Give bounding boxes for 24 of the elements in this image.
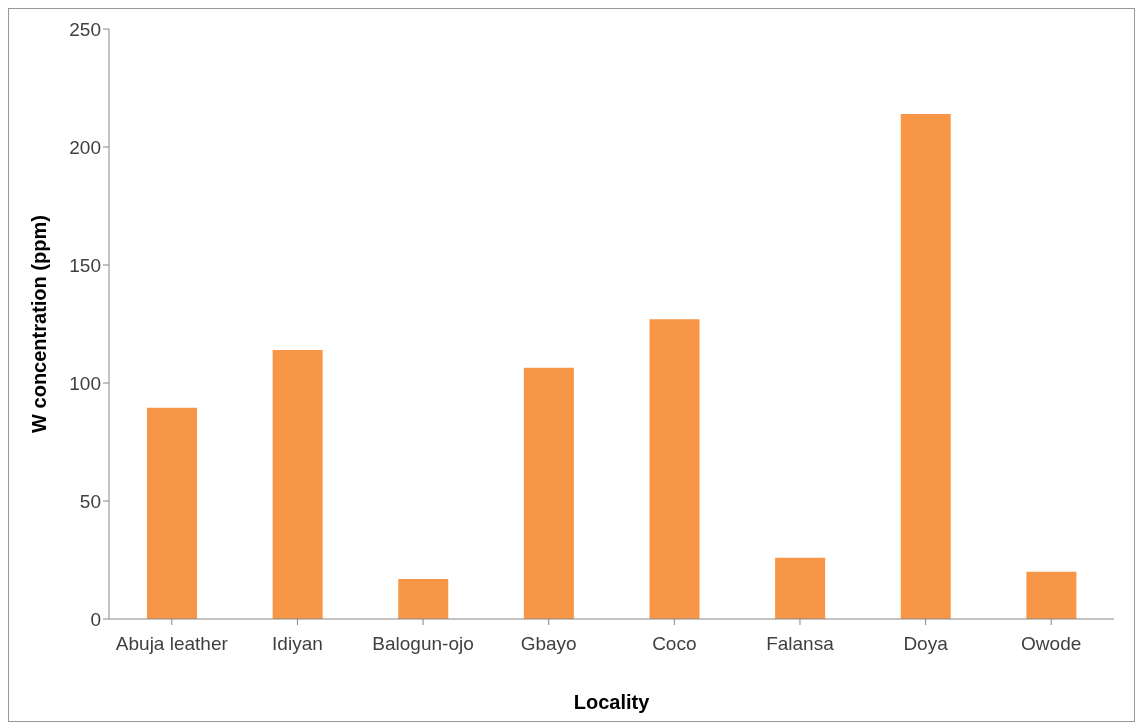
bar — [272, 349, 323, 619]
y-tick-label: 0 — [90, 608, 101, 630]
x-axis-title: Locality — [573, 691, 651, 713]
x-tick-label: Abuja leather — [115, 633, 229, 655]
bar — [1026, 571, 1077, 619]
y-axis-title: W concentration (ppm) — [28, 215, 51, 433]
bar — [523, 367, 574, 619]
x-tick-label: Balogun-ojo — [372, 633, 474, 655]
bar — [398, 578, 449, 619]
bar — [147, 407, 197, 619]
x-tick-label: Owode — [1021, 633, 1082, 655]
y-tick-label: 50 — [79, 490, 101, 512]
y-tick-label: 250 — [69, 18, 101, 40]
x-tick-label: Falansa — [766, 633, 835, 655]
x-tick-label: Gbayo — [520, 633, 577, 655]
y-tick-label: 200 — [69, 136, 101, 158]
bar — [649, 319, 700, 619]
x-tick-label: Doya — [903, 633, 949, 655]
x-tick-label: Idiyan — [272, 633, 323, 655]
y-tick-label: 150 — [69, 254, 101, 276]
x-tick-label: Coco — [652, 633, 697, 655]
bar — [900, 113, 951, 619]
bar — [775, 557, 826, 619]
y-tick-label: 100 — [69, 372, 101, 394]
